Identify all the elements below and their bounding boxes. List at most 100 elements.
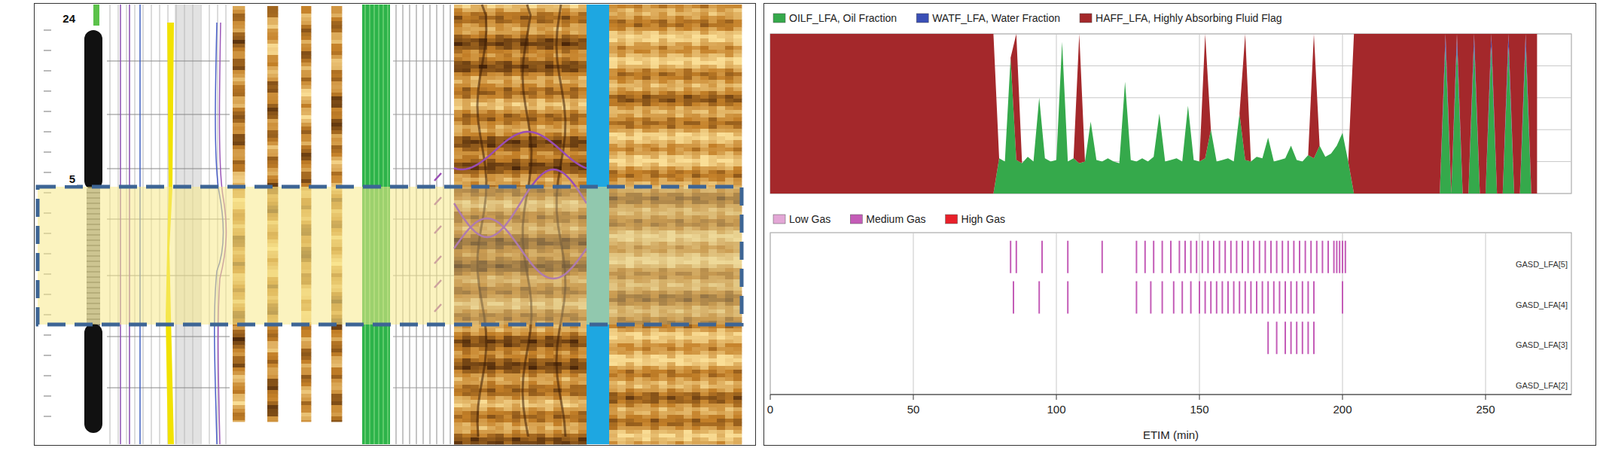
log-texture (512, 354, 521, 359)
log-texture (232, 130, 245, 135)
log-texture (545, 60, 554, 65)
log-texture (495, 132, 504, 137)
log-texture (495, 4, 504, 9)
log-texture (267, 126, 278, 131)
log-texture (520, 335, 529, 340)
log-texture (578, 64, 587, 69)
log-texture (495, 23, 504, 28)
log-texture (267, 47, 278, 52)
log-texture (487, 177, 496, 182)
log-texture (512, 38, 521, 43)
log-texture (232, 134, 245, 138)
log-texture (331, 118, 342, 123)
log-texture (301, 130, 311, 135)
log-texture (569, 347, 579, 351)
log-texture (561, 64, 570, 69)
log-texture (487, 132, 496, 137)
log-texture (232, 24, 245, 29)
log-texture (495, 121, 504, 125)
log-texture (331, 54, 342, 59)
log-texture (503, 170, 512, 174)
log-texture (545, 83, 554, 88)
log-texture (553, 358, 562, 363)
log-texture (232, 6, 245, 10)
log-texture (462, 124, 471, 129)
log-texture (267, 397, 278, 402)
log-texture (553, 98, 562, 103)
log-texture (520, 147, 529, 152)
log-texture (470, 15, 479, 20)
log-texture (545, 91, 554, 95)
log-texture (569, 23, 579, 28)
log-texture (545, 173, 554, 178)
log-texture (503, 8, 512, 13)
log-texture (487, 106, 496, 110)
log-texture (454, 68, 463, 73)
log-texture (267, 130, 278, 135)
log-texture (520, 173, 529, 178)
log-texture (545, 57, 554, 61)
log-texture (536, 121, 546, 125)
log-texture (462, 350, 471, 355)
log-texture (495, 60, 504, 65)
log-texture (569, 27, 579, 31)
log-texture (470, 354, 479, 359)
log-texture (495, 128, 504, 133)
log-texture (578, 60, 587, 65)
log-texture (487, 102, 496, 107)
log-texture (301, 39, 311, 44)
log-texture (503, 4, 512, 9)
log-texture (232, 164, 245, 168)
log-texture (232, 378, 245, 383)
log-texture (331, 167, 342, 172)
log-texture (569, 53, 579, 58)
log-texture (528, 57, 537, 61)
log-texture (267, 51, 278, 55)
log-texture (470, 42, 479, 46)
log-texture (545, 155, 554, 159)
log-texture (301, 137, 311, 142)
log-texture (503, 60, 512, 65)
log-texture (503, 49, 512, 54)
log-texture (462, 362, 471, 366)
log-texture (232, 54, 245, 59)
log-texture (561, 4, 570, 9)
log-texture (331, 405, 342, 409)
log-texture (487, 128, 496, 133)
log-texture (495, 136, 504, 141)
log-texture (301, 374, 311, 379)
log-texture (462, 94, 471, 99)
log-texture (503, 15, 512, 20)
log-texture (454, 8, 463, 13)
log-texture (578, 15, 587, 20)
log-texture (487, 91, 496, 95)
log-texture (470, 328, 479, 333)
log-texture (553, 94, 562, 99)
log-texture (503, 79, 512, 84)
log-texture (495, 173, 504, 178)
log-texture (487, 4, 496, 9)
log-texture (520, 332, 529, 336)
log-texture (503, 358, 512, 363)
log-texture (569, 350, 579, 355)
log-texture (512, 42, 521, 46)
log-texture (331, 39, 342, 44)
log-texture (470, 45, 479, 50)
log-texture (232, 160, 245, 165)
log-texture (331, 66, 342, 71)
log-texture (331, 408, 342, 413)
log-texture (331, 152, 342, 157)
log-texture (578, 23, 587, 28)
log-texture (512, 91, 521, 95)
log-texture (331, 21, 342, 25)
log-texture (267, 134, 278, 138)
log-texture (503, 83, 512, 88)
log-texture (512, 162, 521, 167)
log-texture (267, 70, 278, 74)
log-texture (528, 117, 537, 122)
log-texture (267, 416, 278, 421)
log-texture (454, 170, 463, 174)
log-texture (331, 412, 342, 417)
log-texture (331, 81, 342, 86)
log-texture (512, 166, 521, 171)
